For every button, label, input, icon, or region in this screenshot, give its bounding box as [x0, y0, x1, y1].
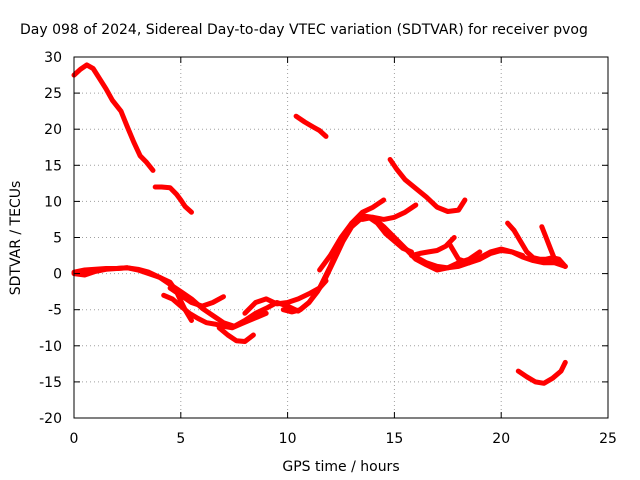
x-tick-label: 25	[599, 431, 617, 447]
series-arc-3	[293, 113, 329, 139]
series-arc-15	[409, 235, 457, 258]
y-tick-label: -15	[39, 375, 62, 391]
series-arc-5	[71, 265, 194, 323]
y-tick-label: 0	[53, 267, 62, 283]
y-tick-label: 20	[44, 122, 62, 138]
series-arc-18	[539, 224, 568, 269]
y-tick-label: -5	[48, 303, 62, 319]
series-arc-2	[152, 184, 194, 215]
y-tick-label: 10	[44, 194, 62, 210]
series-arc-9	[216, 325, 256, 344]
grid-lines	[74, 57, 608, 418]
x-tick-label: 15	[385, 431, 403, 447]
x-tick-labels: 0 5 10 15 20 25	[70, 431, 617, 447]
series-arc-12	[317, 197, 387, 273]
series-arc-4	[387, 157, 468, 214]
x-tick-label: 10	[279, 431, 297, 447]
y-tick-label: 15	[44, 158, 62, 174]
series-arc-7	[161, 292, 269, 331]
y-tick-label: 30	[44, 50, 62, 66]
y-tick-labels: -20 -15 -10 -5 0 5 10 15 20 25 30	[39, 50, 62, 427]
chart-title: Day 098 of 2024, Sidereal Day-to-day VTE…	[20, 22, 588, 38]
series-arc-16	[447, 242, 526, 266]
series-arc-1	[71, 62, 156, 173]
series-arc-13	[359, 202, 419, 222]
series-arc-8	[167, 285, 226, 309]
series-arc-19	[515, 359, 568, 386]
y-tick-label: -20	[39, 411, 62, 427]
series-layer	[71, 62, 568, 386]
x-axis-title: GPS time / hours	[282, 459, 399, 475]
y-tick-label: 5	[53, 231, 62, 247]
x-tick-label: 0	[70, 431, 79, 447]
x-tick-label: 20	[492, 431, 510, 447]
x-tick-label: 5	[176, 431, 185, 447]
axis-ticks	[73, 56, 609, 419]
y-tick-label: -10	[39, 339, 62, 355]
series-arc-11	[280, 214, 414, 315]
y-tick-label: 25	[44, 86, 62, 102]
y-axis-title: SDTVAR / TECUs	[8, 181, 24, 296]
